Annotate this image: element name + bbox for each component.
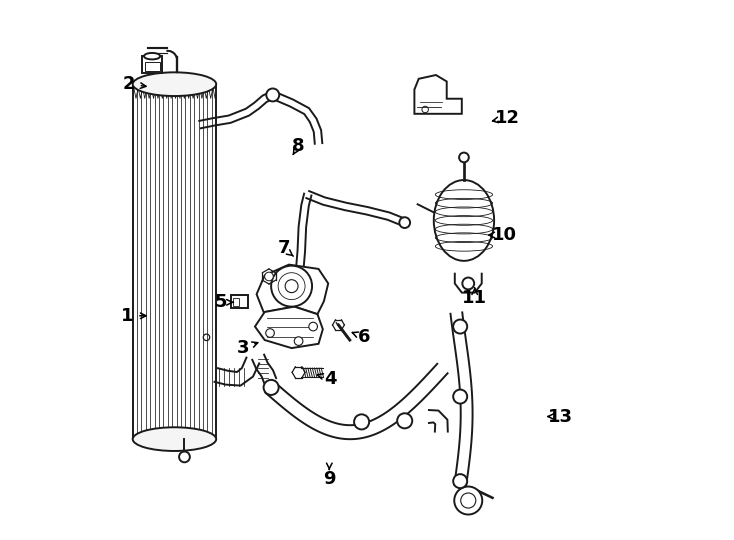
Text: 12: 12 [495, 109, 520, 127]
Circle shape [453, 474, 467, 488]
Circle shape [461, 493, 476, 508]
Circle shape [399, 217, 410, 228]
Circle shape [264, 380, 279, 395]
Text: 5: 5 [214, 293, 227, 312]
Circle shape [271, 266, 312, 307]
Circle shape [453, 389, 467, 403]
Circle shape [462, 278, 474, 289]
Text: 1: 1 [121, 307, 134, 325]
Text: 2: 2 [123, 75, 135, 93]
Text: 11: 11 [462, 289, 487, 307]
Text: 6: 6 [358, 328, 371, 346]
Circle shape [397, 413, 413, 428]
Circle shape [266, 329, 275, 338]
Circle shape [266, 89, 279, 102]
Circle shape [285, 280, 298, 293]
Circle shape [459, 153, 469, 163]
Ellipse shape [144, 53, 160, 59]
Circle shape [453, 320, 467, 334]
Text: 9: 9 [323, 470, 335, 488]
Ellipse shape [133, 427, 217, 451]
Polygon shape [255, 307, 323, 348]
Polygon shape [415, 75, 462, 114]
FancyBboxPatch shape [142, 56, 162, 73]
Circle shape [309, 322, 317, 331]
Text: 3: 3 [237, 339, 250, 357]
Text: 8: 8 [291, 137, 305, 155]
Text: 13: 13 [548, 408, 573, 426]
Polygon shape [257, 265, 328, 314]
Circle shape [354, 414, 369, 429]
Circle shape [454, 487, 482, 515]
Text: 4: 4 [324, 370, 337, 388]
Ellipse shape [133, 72, 217, 96]
Circle shape [294, 337, 303, 346]
FancyBboxPatch shape [230, 295, 248, 308]
Ellipse shape [434, 180, 494, 261]
Circle shape [265, 272, 273, 281]
Text: 7: 7 [277, 239, 290, 258]
Circle shape [179, 451, 190, 462]
Text: 10: 10 [492, 226, 517, 244]
